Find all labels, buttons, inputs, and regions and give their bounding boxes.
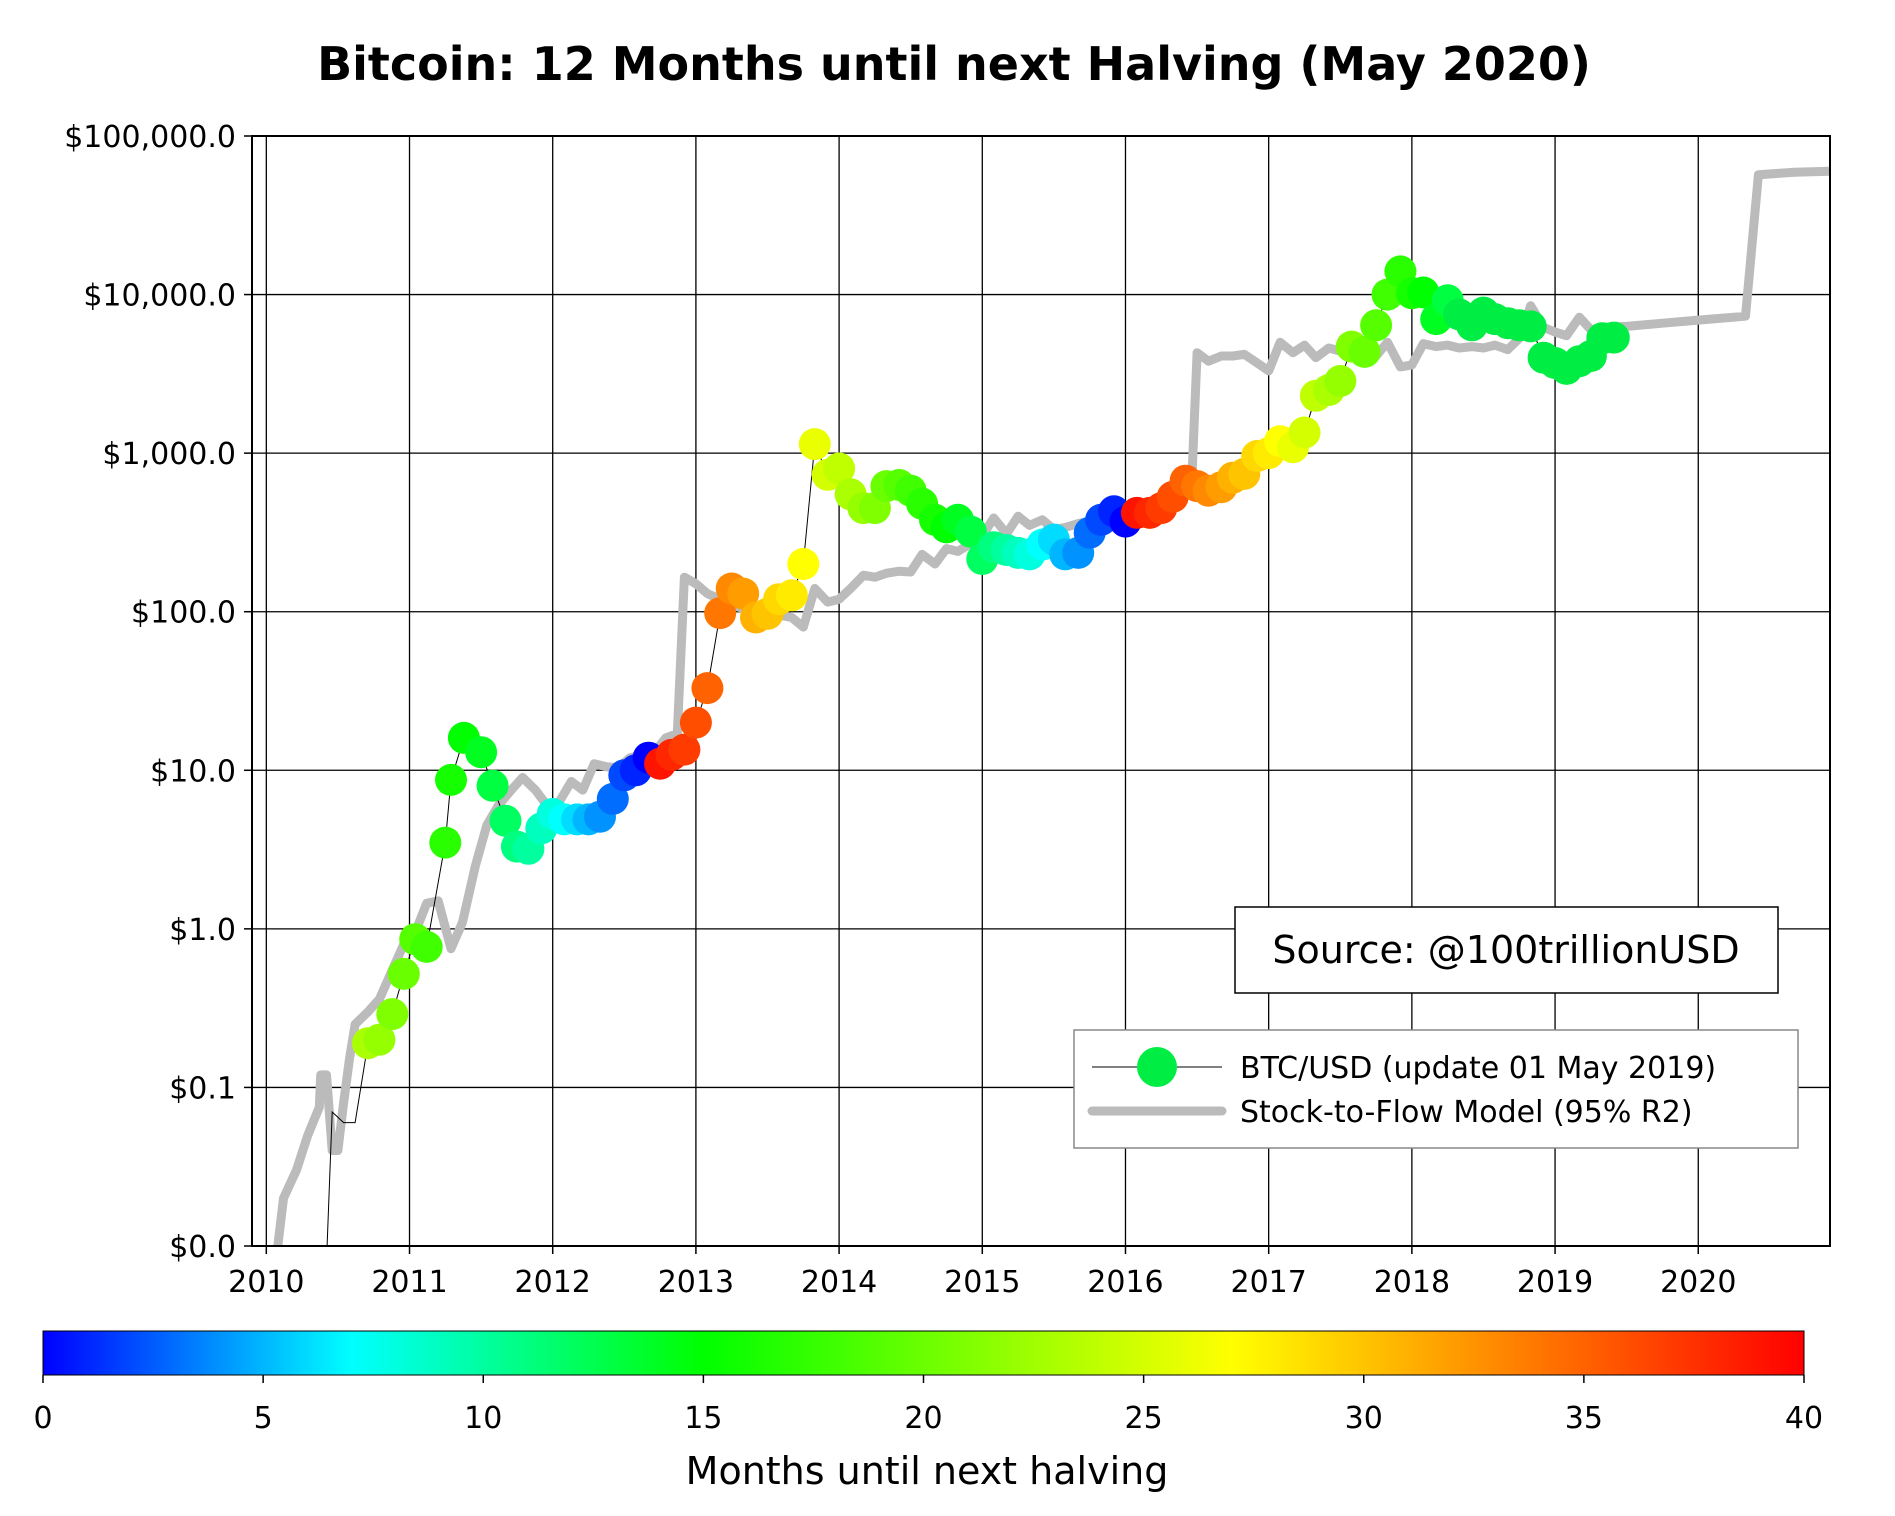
- y-tick-label: $1,000.0: [102, 437, 236, 472]
- legend: BTC/USD (update 01 May 2019) Stock-to-Fl…: [1073, 1029, 1799, 1149]
- btc-price-marker: [1597, 321, 1630, 354]
- btc-price-layer: [326, 255, 1630, 1246]
- btc-price-marker: [668, 733, 701, 766]
- legend-btc-marker: [1137, 1047, 1177, 1087]
- btc-price-marker: [1360, 309, 1393, 342]
- colorbar-tick-label: 10: [464, 1401, 502, 1436]
- x-tick-label: 2017: [1230, 1265, 1306, 1300]
- btc-price-marker: [823, 452, 856, 485]
- y-tick-label: $100.0: [131, 596, 236, 631]
- y-tick-label: $0.0: [169, 1230, 236, 1265]
- btc-price-marker: [1348, 335, 1381, 368]
- stock-to-flow-layer: [273, 166, 1830, 1246]
- btc-price-marker: [363, 1023, 396, 1056]
- plot-frame: [251, 135, 1831, 1247]
- chart-title: Bitcoin: 12 Months until next Halving (M…: [317, 37, 1591, 91]
- colorbar-tick-label: 5: [254, 1401, 273, 1436]
- y-tick-label: $0.1: [169, 1071, 236, 1106]
- btc-price-marker: [429, 826, 462, 859]
- btc-price-marker: [798, 428, 831, 461]
- y-tick-label: $100,000.0: [64, 120, 236, 155]
- btc-price-marker: [1288, 416, 1321, 449]
- btc-price-marker: [376, 998, 409, 1031]
- x-tick-label: 2015: [944, 1265, 1020, 1300]
- btc-price-marker: [691, 672, 724, 705]
- x-tick-label: 2018: [1374, 1265, 1450, 1300]
- x-tick-label: 2012: [515, 1265, 591, 1300]
- btc-price-marker: [387, 957, 420, 990]
- colorbar-tick-label: 0: [33, 1401, 52, 1436]
- colorbar: 0 5 10 15 20 25 30 35 40 Months until next halvi…: [33, 1330, 1823, 1493]
- btc-price-marker: [476, 769, 509, 802]
- legend-entry-btc: BTC/USD (update 01 May 2019): [1240, 1051, 1716, 1086]
- btc-price-marker: [435, 763, 467, 796]
- btc-price-marker: [465, 736, 498, 769]
- btc-price-marker: [489, 804, 522, 837]
- colorbar-tick-label: 35: [1565, 1401, 1603, 1436]
- colorbar-label: Months until next halving: [686, 1449, 1169, 1493]
- btc-price-marker: [704, 597, 737, 630]
- x-tick-label: 2020: [1660, 1265, 1736, 1300]
- colorbar-gradient: [42, 1330, 1805, 1376]
- btc-price-marker: [1514, 310, 1547, 343]
- x-tick-label: 2013: [658, 1265, 734, 1300]
- btc-price-marker: [410, 930, 443, 963]
- x-axis-ticks: 2010 2011 2012 2013 2014 2015 2016 2017 2018 2019…: [228, 1246, 1736, 1300]
- btc-price-marker: [954, 515, 987, 548]
- source-annotation-text: Source: @100trillionUSD: [1272, 928, 1739, 972]
- x-tick-label: 2014: [801, 1265, 877, 1300]
- y-tick-label: $1.0: [169, 913, 236, 948]
- x-tick-label: 2016: [1087, 1265, 1163, 1300]
- btc-price-marker: [679, 706, 712, 739]
- btc-price-marker: [775, 579, 808, 612]
- colorbar-tick-label: 30: [1345, 1401, 1383, 1436]
- colorbar-tick-label: 15: [684, 1401, 722, 1436]
- x-tick-label: 2011: [371, 1265, 447, 1300]
- y-tick-label: $10.0: [150, 754, 236, 789]
- x-tick-label: 2010: [228, 1265, 304, 1300]
- colorbar-tick-label: 40: [1785, 1401, 1823, 1436]
- colorbar-tick-label: 20: [904, 1401, 942, 1436]
- btc-price-marker: [1324, 365, 1357, 397]
- colorbar-tick-label: 25: [1125, 1401, 1163, 1436]
- btc-price-marker: [727, 577, 760, 610]
- y-axis-ticks: $0.0 $0.1 $1.0 $10.0 $100.0 $1,000.0 $10,000.0…: [64, 120, 252, 1265]
- source-annotation: Source: @100trillionUSD: [1234, 906, 1779, 994]
- btc-price-marker: [787, 548, 820, 580]
- colorbar-ticks: 0 5 10 15 20 25 30 35 40: [33, 1375, 1823, 1436]
- btc-price-marker: [1407, 276, 1440, 309]
- legend-entry-s2f: Stock-to-Flow Model (95% R2): [1240, 1095, 1693, 1130]
- x-tick-label: 2019: [1517, 1265, 1593, 1300]
- stock-to-flow-line: [273, 166, 1830, 1246]
- y-tick-label: $10,000.0: [83, 279, 236, 314]
